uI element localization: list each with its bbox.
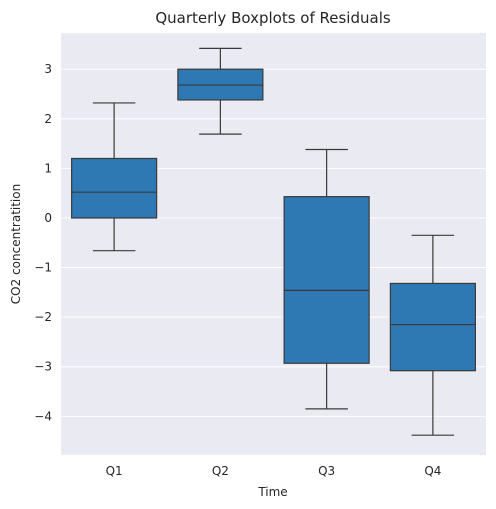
x-tick-label: Q1	[106, 464, 123, 478]
x-tick-label: Q2	[212, 464, 229, 478]
box-body	[283, 196, 370, 364]
y-tick-label: −3	[34, 360, 52, 374]
y-axis-label: CO2 concentratition	[9, 184, 23, 304]
box-body	[71, 157, 158, 219]
x-axis-ticks: Q1 Q2 Q3 Q4	[106, 464, 442, 478]
y-tick-label: −2	[34, 310, 52, 324]
y-tick-label: 1	[44, 161, 52, 175]
box-q4	[389, 234, 476, 436]
y-tick-label: 0	[44, 211, 52, 225]
x-axis-label: Time	[257, 485, 287, 499]
y-axis-ticks: −4 −3 −2 −1 0 1 2 3	[34, 62, 52, 423]
y-tick-label: 3	[44, 62, 52, 76]
box-q2	[177, 47, 264, 135]
x-tick-label: Q4	[424, 464, 441, 478]
boxes	[71, 47, 476, 436]
y-tick-label: −1	[34, 261, 52, 275]
y-tick-label: 2	[44, 112, 52, 126]
box-body	[389, 282, 476, 372]
plot-area	[61, 33, 486, 455]
chart-title: Quarterly Boxplots of Residuals	[155, 9, 391, 27]
x-tick-label: Q3	[318, 464, 335, 478]
y-tick-label: −4	[34, 409, 52, 423]
box-q3	[283, 148, 370, 410]
box-q1	[71, 102, 158, 252]
